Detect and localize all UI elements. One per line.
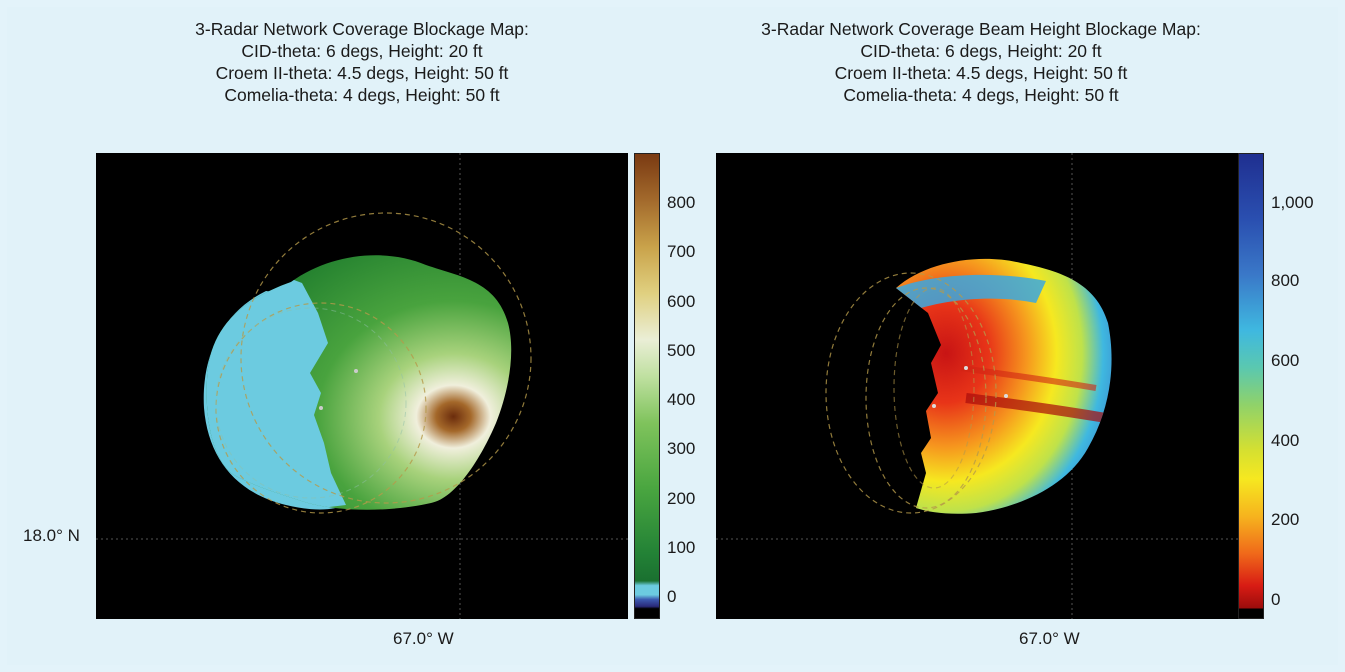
left-longitude-label: 67.0° W bbox=[393, 629, 454, 648]
left-title-line-2: CID-theta: 6 degs, Height: 20 ft bbox=[241, 41, 483, 61]
left-cbar-tick: 300 bbox=[667, 439, 696, 458]
right-cbar-tick: 400 bbox=[1271, 431, 1300, 450]
figure-frame: 3-Radar Network Coverage Blockage Map: C… bbox=[7, 7, 1338, 665]
right-title-line-2: CID-theta: 6 degs, Height: 20 ft bbox=[860, 41, 1102, 61]
right-cbar-tick: 1,000 bbox=[1271, 193, 1314, 212]
left-cbar-tick: 200 bbox=[667, 489, 696, 508]
right-cbar-tick: 800 bbox=[1271, 271, 1300, 290]
left-title-line-3: Croem II-theta: 4.5 degs, Height: 50 ft bbox=[215, 63, 509, 83]
right-colorbar bbox=[1238, 153, 1264, 619]
right-beam-height-map bbox=[716, 153, 1238, 619]
left-cbar-tick: 0 bbox=[667, 587, 677, 606]
left-title-line-4: Comelia-theta: 4 degs, Height: 50 ft bbox=[224, 85, 500, 105]
left-cbar-tick: 600 bbox=[667, 292, 696, 311]
radar-site-marker bbox=[319, 406, 323, 410]
latitude-label: 18.0° N bbox=[23, 526, 80, 545]
right-map-graphic bbox=[716, 153, 1238, 619]
right-beam-coverage bbox=[896, 258, 1112, 514]
left-map-graphic bbox=[96, 153, 628, 619]
left-title-line-1: 3-Radar Network Coverage Blockage Map: bbox=[195, 19, 529, 39]
left-map-title: 3-Radar Network Coverage Blockage Map: C… bbox=[127, 18, 597, 106]
right-cbar-tick: 200 bbox=[1271, 510, 1300, 529]
radar-site-marker bbox=[932, 404, 936, 408]
left-cbar-tick: 500 bbox=[667, 341, 696, 360]
left-blockage-map bbox=[96, 153, 628, 619]
left-cbar-tick: 400 bbox=[667, 390, 696, 409]
right-title-line-1: 3-Radar Network Coverage Beam Height Blo… bbox=[761, 19, 1201, 39]
right-cbar-tick: 0 bbox=[1271, 590, 1281, 609]
left-cbar-tick: 100 bbox=[667, 538, 696, 557]
radar-site-marker bbox=[354, 369, 358, 373]
right-longitude-label: 67.0° W bbox=[1019, 629, 1080, 648]
left-colorbar bbox=[634, 153, 660, 619]
right-title-line-3: Croem II-theta: 4.5 degs, Height: 50 ft bbox=[834, 63, 1128, 83]
left-cbar-tick: 700 bbox=[667, 242, 696, 261]
radar-site-marker bbox=[1004, 394, 1008, 398]
right-title-line-4: Comelia-theta: 4 degs, Height: 50 ft bbox=[843, 85, 1119, 105]
radar-site-marker bbox=[964, 366, 968, 370]
right-cbar-tick: 600 bbox=[1271, 351, 1300, 370]
right-map-title: 3-Radar Network Coverage Beam Height Blo… bbox=[711, 18, 1251, 106]
left-cbar-tick: 800 bbox=[667, 193, 696, 212]
